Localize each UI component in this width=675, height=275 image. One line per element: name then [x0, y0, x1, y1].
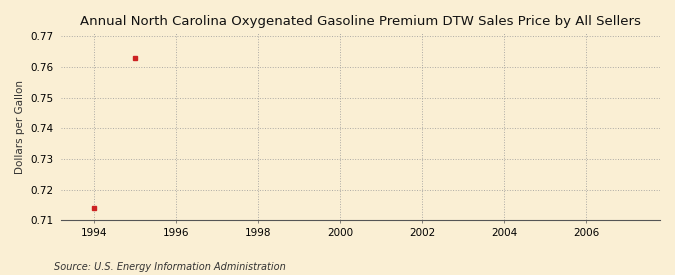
Y-axis label: Dollars per Gallon: Dollars per Gallon	[15, 80, 25, 174]
Text: Source: U.S. Energy Information Administration: Source: U.S. Energy Information Administ…	[54, 262, 286, 272]
Title: Annual North Carolina Oxygenated Gasoline Premium DTW Sales Price by All Sellers: Annual North Carolina Oxygenated Gasolin…	[80, 15, 641, 28]
